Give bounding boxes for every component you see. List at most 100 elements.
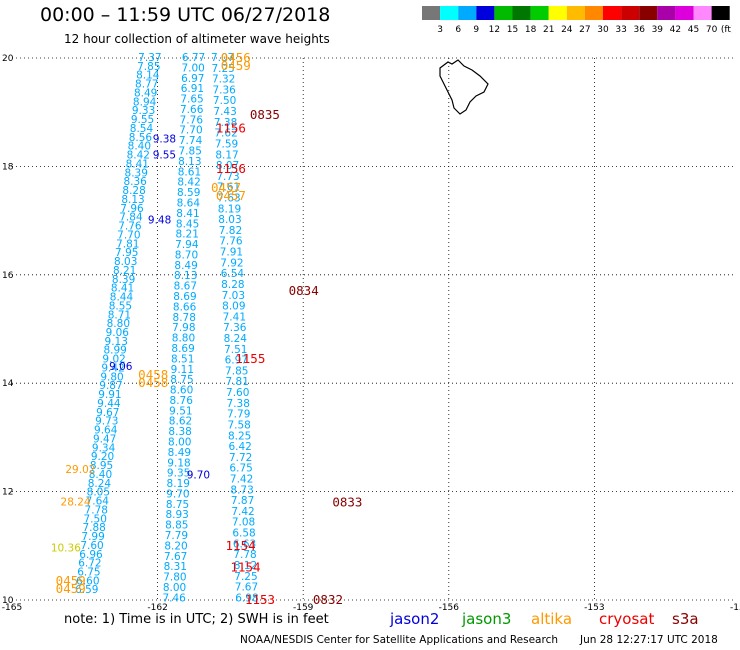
legend-tick-label: 30 bbox=[597, 25, 609, 34]
wave-height-value: 7.64 bbox=[86, 496, 110, 508]
pass-time-label: 1156 bbox=[216, 161, 246, 176]
legend-swatch bbox=[711, 6, 730, 20]
wave-height-value: 7.78 bbox=[233, 549, 256, 561]
pass-time-label: 0833 bbox=[332, 494, 362, 509]
wave-height-value: 8.41 bbox=[176, 208, 199, 220]
wave-height-value: 9.91 bbox=[98, 389, 121, 401]
legend-swatch bbox=[639, 6, 658, 20]
wave-height-value: 9.47 bbox=[93, 433, 116, 445]
wave-height-value: 7.36 bbox=[223, 322, 247, 334]
wave-height-value: 9.11 bbox=[171, 364, 194, 376]
wave-height-value: 9.55 bbox=[153, 150, 176, 162]
wave-height-value: 8.39 bbox=[125, 167, 148, 179]
pass-time-label: 1154 bbox=[230, 559, 260, 574]
legend-tick-label: 42 bbox=[670, 25, 681, 34]
lat-tick-label: 12 bbox=[2, 488, 13, 498]
wave-height-value: 9.67 bbox=[96, 407, 119, 419]
wave-height-value: 7.43 bbox=[213, 106, 236, 118]
wave-height-value: 8.17 bbox=[215, 149, 238, 161]
wave-height-value: 8.40 bbox=[128, 141, 151, 153]
pass-time-label: 1155 bbox=[235, 351, 265, 366]
wave-height-value: 7.76 bbox=[180, 114, 204, 126]
wave-height-value: 8.39 bbox=[112, 274, 135, 286]
wave-height-value: 9.55 bbox=[131, 114, 154, 126]
wave-height-value: 7.36 bbox=[212, 84, 236, 96]
wave-height-value: 8.80 bbox=[107, 318, 130, 330]
wave-height-value: 7.94 bbox=[175, 239, 199, 251]
wave-height-value: 8.56 bbox=[129, 132, 153, 144]
wave-height-value: 8.70 bbox=[175, 249, 198, 261]
wave-height-value: 10.36 bbox=[51, 543, 81, 555]
wave-height-value: 9.51 bbox=[169, 405, 192, 417]
wave-height-value: 8.41 bbox=[126, 158, 149, 170]
wave-height-value: 8.69 bbox=[171, 343, 194, 355]
wave-height-value: 7.95 bbox=[115, 247, 138, 259]
pass-time-label: 0456 bbox=[221, 50, 251, 65]
legend-tick-label: 18 bbox=[525, 25, 537, 34]
wave-height-value: 6.72 bbox=[78, 558, 101, 570]
legend-swatch bbox=[657, 6, 676, 20]
wave-height-value: 9.48 bbox=[148, 215, 171, 227]
wave-height-value: 7.74 bbox=[179, 135, 203, 147]
wave-height-value: 8.55 bbox=[109, 300, 132, 312]
wave-height-value: 8.78 bbox=[173, 312, 196, 324]
wave-height-value: 9.38 bbox=[153, 133, 176, 145]
wave-height-value: 7.85 bbox=[179, 146, 202, 158]
wave-height-value: 6.59 bbox=[75, 584, 98, 596]
wave-height-value: 7.98 bbox=[172, 322, 195, 334]
wave-height-value: 8.94 bbox=[133, 96, 157, 108]
wave-height-value: 7.08 bbox=[232, 517, 255, 529]
legend-swatch bbox=[621, 6, 640, 20]
wave-height-value: 8.05 bbox=[87, 487, 110, 499]
legend-swatch bbox=[440, 6, 459, 20]
wave-height-value: 7.50 bbox=[213, 95, 236, 107]
wave-height-value: 7.60 bbox=[226, 387, 249, 399]
wave-height-value: 7.67 bbox=[235, 582, 258, 594]
wave-height-value: 7.25 bbox=[234, 571, 257, 583]
wave-height-value: 8.75 bbox=[166, 499, 189, 511]
pass-time-label: 0458 bbox=[138, 375, 168, 390]
wave-height-value: 8.38 bbox=[168, 426, 191, 438]
wave-height-value: 9.18 bbox=[167, 457, 190, 469]
lon-tick-label: -165 bbox=[2, 603, 22, 613]
lon-tick-label: -162 bbox=[147, 603, 167, 613]
wave-height-value: 9.06 bbox=[106, 327, 130, 339]
wave-height-value: 8.85 bbox=[165, 520, 188, 532]
wave-height-value: 8.03 bbox=[114, 256, 137, 268]
footer-timestamp: Jun 28 12:27:17 UTC 2018 bbox=[580, 634, 718, 646]
wave-height-value: 8.80 bbox=[172, 333, 195, 345]
legend-tick-label: 12 bbox=[489, 25, 500, 34]
wave-height-value: 7.07 bbox=[211, 52, 234, 64]
legend-tick-label: 15 bbox=[507, 25, 518, 34]
legend-tick-label: 36 bbox=[633, 25, 645, 34]
wave-height-value: 9.35 bbox=[167, 468, 190, 480]
wave-height-value: 8.62 bbox=[169, 416, 192, 428]
wave-height-value: 7.41 bbox=[223, 311, 246, 323]
legend-swatch bbox=[422, 6, 441, 20]
wave-height-value: 28.24 bbox=[61, 496, 91, 508]
pass-time-label: 0835 bbox=[250, 107, 280, 122]
legend-altika: altika bbox=[531, 610, 573, 628]
wave-height-value: 8.64 bbox=[177, 197, 201, 209]
wave-height-value: 8.00 bbox=[163, 582, 186, 594]
wave-height-value: 7.99 bbox=[81, 531, 104, 543]
wave-height-value: 8.95 bbox=[90, 460, 113, 472]
wave-height-value: 7.82 bbox=[219, 225, 242, 237]
wave-height-value: 9.70 bbox=[187, 469, 210, 481]
wave-height-values: 7.077.257.327.367.507.437.387.627.598.17… bbox=[51, 50, 363, 607]
wave-height-value: 7.58 bbox=[227, 419, 250, 431]
legend-tick-label: 6 bbox=[455, 25, 461, 34]
legend-tick-label: 9 bbox=[473, 25, 479, 34]
wave-height-value: 7.96 bbox=[120, 203, 144, 215]
wave-height-value: 8.49 bbox=[134, 87, 157, 99]
legend-swatch bbox=[584, 6, 603, 20]
wave-height-value: 7.92 bbox=[220, 257, 243, 269]
pass-time-label: 0459 bbox=[221, 58, 251, 73]
legend-cryosat: cryosat bbox=[599, 610, 655, 628]
wave-height-value: 8.59 bbox=[177, 187, 200, 199]
wave-height-value: 8.42 bbox=[177, 177, 200, 189]
wave-height-value: 9.80 bbox=[100, 371, 123, 383]
wave-height-value: 6.98 bbox=[235, 592, 258, 604]
wave-height-value: 7.42 bbox=[230, 473, 253, 485]
